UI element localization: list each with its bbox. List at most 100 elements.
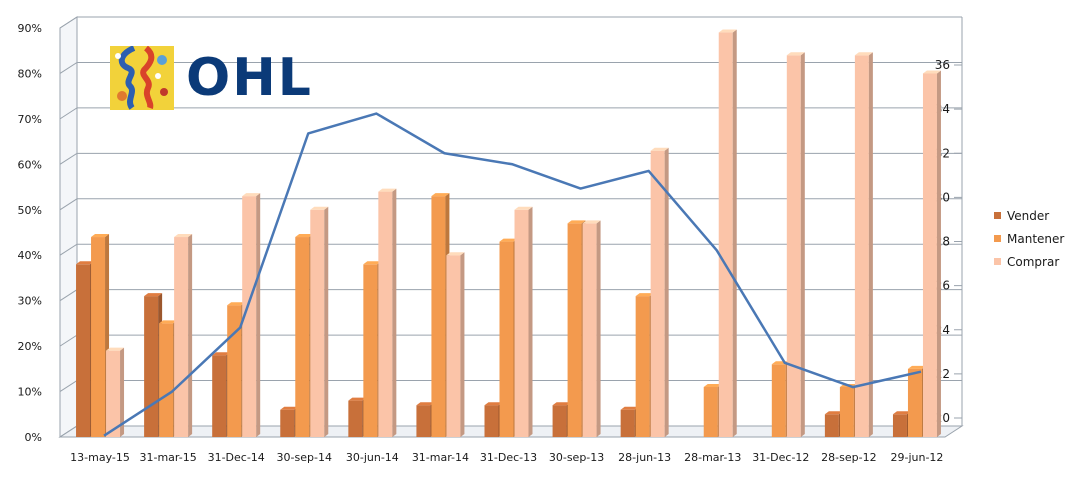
bar-front: [635, 296, 650, 437]
bar-top: [922, 70, 941, 74]
bar-top: [620, 406, 639, 410]
bar-top: [76, 261, 95, 265]
left-tick-label: 60%: [18, 158, 42, 171]
bar-comprar-30-jun-14: [378, 188, 397, 437]
bar-front: [892, 414, 907, 437]
category-label: 31-mar-14: [412, 451, 469, 464]
bar-comprar-30-sep-14: [310, 206, 329, 437]
bar-side: [732, 29, 737, 438]
category-label: 28-mar-13: [684, 451, 741, 464]
legend-item-vender: Vender: [994, 204, 1064, 227]
bar-side: [664, 147, 669, 437]
bar-top: [280, 406, 299, 410]
price-line-path: [103, 112, 922, 437]
bar-side: [460, 252, 465, 437]
bar-front: [839, 387, 854, 437]
bar-top: [242, 193, 261, 197]
bar-front: [446, 255, 461, 437]
bar-comprar-13-may-15: [106, 347, 125, 437]
bar-front: [907, 368, 922, 437]
bar-top: [824, 411, 843, 415]
category-label: 30-sep-14: [277, 451, 332, 464]
bar-side: [188, 234, 193, 437]
bar-top: [703, 384, 722, 388]
bar-comprar-28-jun-13: [650, 147, 669, 437]
bar-front: [854, 55, 869, 438]
bar-front: [76, 264, 91, 437]
legend-item-mantener: Mantener: [994, 227, 1064, 250]
bar-front: [310, 209, 325, 437]
bar-side: [392, 188, 397, 437]
bar-top: [786, 52, 805, 56]
bar-top: [91, 234, 110, 238]
legend-swatch-comprar: [994, 258, 1001, 265]
bar-front: [348, 400, 363, 437]
bar-top: [650, 147, 669, 151]
bar-top: [907, 365, 926, 369]
bar-front: [650, 150, 665, 437]
bar-top: [310, 206, 329, 210]
bar-front: [91, 237, 106, 437]
bar-top: [484, 402, 503, 406]
bar-front: [922, 73, 937, 437]
bar-top: [378, 188, 397, 192]
bar-top: [159, 320, 178, 324]
legend-swatch-mantener: [994, 235, 1001, 242]
bar-top: [514, 206, 533, 210]
bar-front: [552, 405, 567, 437]
bar-front: [620, 409, 635, 437]
bar-side: [120, 347, 125, 437]
bar-comprar-28-sep-12: [854, 52, 873, 438]
bar-front: [363, 264, 378, 437]
left-tick-label: 20%: [18, 340, 42, 353]
left-tick-label: 40%: [18, 249, 42, 262]
gridline: [59, 198, 962, 211]
legend-label-comprar: Comprar: [1007, 254, 1060, 269]
bar-top: [446, 252, 465, 256]
bar-front: [499, 241, 514, 437]
bar-side: [324, 206, 329, 437]
bar-top: [582, 220, 601, 224]
bar-front: [431, 196, 446, 437]
bar-comprar-31-Dec-14: [242, 193, 261, 437]
bar-comprar-31-mar-14: [446, 252, 465, 437]
left-tick-label: 80%: [18, 67, 42, 80]
bar-comprar-30-sep-13: [582, 220, 601, 437]
bar-top: [552, 402, 571, 406]
bar-comprar-28-mar-13: [718, 29, 737, 438]
bar-top: [499, 238, 518, 242]
bar-top: [106, 347, 125, 351]
bar-front: [242, 196, 257, 437]
bar-side: [256, 193, 261, 437]
category-label: 29-jun-12: [890, 451, 943, 464]
bar-front: [567, 223, 582, 437]
bar-front: [824, 414, 839, 437]
left-tick-label: 90%: [18, 22, 42, 35]
left-tick-label: 50%: [18, 204, 42, 217]
bar-top: [174, 234, 193, 238]
bar-comprar-31-Dec-12: [786, 52, 805, 438]
category-label: 28-jun-13: [618, 451, 671, 464]
bar-top: [431, 193, 450, 197]
bar-top: [144, 293, 163, 297]
bar-top: [892, 411, 911, 415]
bar-comprar-31-Dec-13: [514, 206, 533, 437]
price-line: [103, 112, 922, 437]
bar-top: [635, 293, 654, 297]
bar-top: [348, 397, 367, 401]
bar-comprar-29-jun-12: [922, 70, 941, 437]
bar-front: [227, 305, 242, 437]
mosaic-logo-icon: [110, 46, 174, 110]
bar-front: [174, 237, 189, 437]
left-tick-label: 0%: [25, 431, 42, 444]
bar-front: [786, 55, 801, 438]
category-label: 30-sep-13: [549, 451, 604, 464]
bar-front: [144, 296, 159, 437]
bar-top: [854, 52, 873, 56]
bar-comprar-31-mar-15: [174, 234, 193, 437]
bar-side: [936, 70, 941, 437]
category-labels: 13-may-15 31-mar-15 31-Dec-14 30-sep-14 30-j…: [70, 451, 943, 464]
left-tick-label: 10%: [18, 386, 42, 399]
